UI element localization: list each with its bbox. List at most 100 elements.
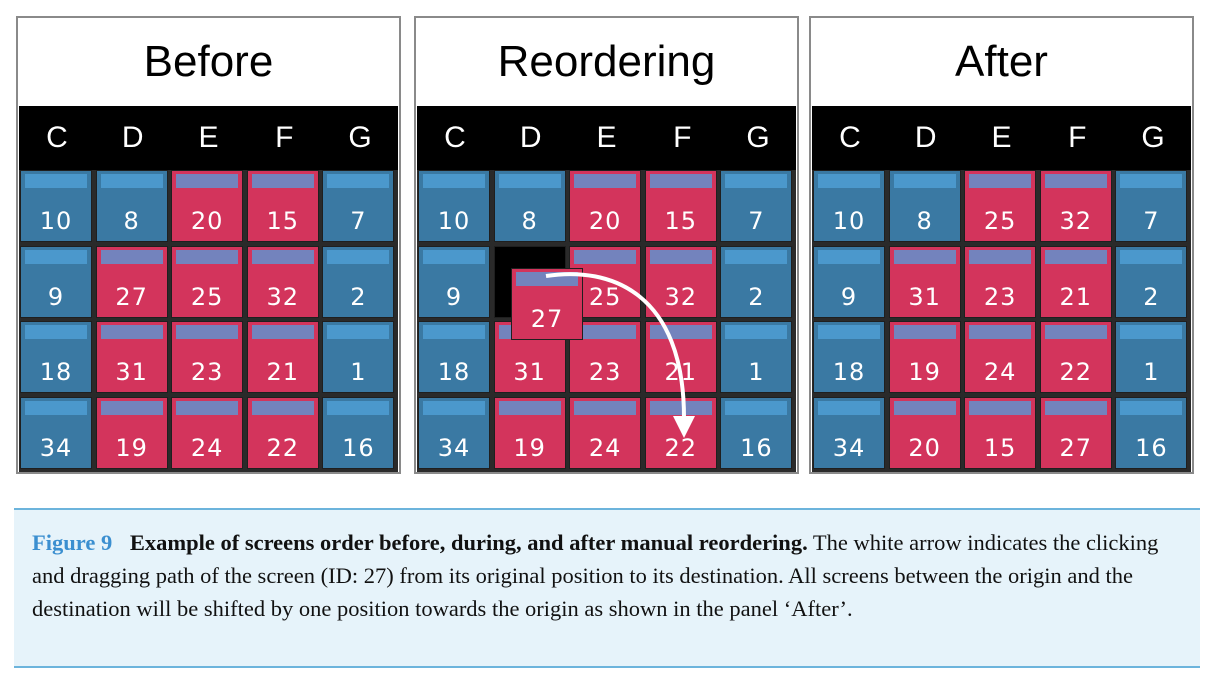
tile-id: 24	[190, 433, 224, 462]
tile-id: 9	[47, 282, 65, 311]
tile-top-bar	[498, 174, 561, 188]
tile-id: 20	[588, 207, 622, 235]
screen-tile[interactable]: 7	[322, 170, 395, 242]
screen-tile[interactable]: 9	[418, 245, 490, 318]
tile-id: 1	[350, 358, 367, 387]
screen-tile[interactable]: 10	[813, 170, 885, 242]
screen-tile[interactable]: 21	[246, 321, 319, 394]
tile-top-bar	[969, 249, 1032, 264]
screen-tile[interactable]: 2	[720, 245, 793, 318]
screen-tile[interactable]: 10	[20, 170, 92, 242]
tile-top-bar	[1120, 400, 1183, 415]
tile-top-bar	[725, 249, 788, 264]
screen-tile[interactable]: 15	[964, 396, 1037, 469]
screen-tile[interactable]: 24	[964, 321, 1037, 394]
screen-tile[interactable]: 20	[569, 170, 642, 242]
screen-tile[interactable]: 1	[720, 321, 793, 394]
screen-tile[interactable]: 31	[888, 245, 961, 318]
screen-tile[interactable]: 16	[322, 396, 395, 469]
tile-id: 21	[1059, 282, 1093, 311]
tile-top-bar	[327, 325, 390, 340]
tile-id: 10	[832, 207, 866, 235]
panel-title: Before	[143, 37, 274, 86]
column-label: E	[198, 121, 219, 154]
column-label: C	[444, 121, 466, 154]
tile-top-bar	[818, 400, 880, 415]
screen-tile[interactable]: 7	[720, 170, 793, 242]
tile-id: 19	[908, 358, 941, 387]
tile-id: 19	[513, 433, 546, 462]
screen-tile[interactable]: 8	[493, 170, 566, 242]
screen-tile[interactable]: 20	[888, 396, 961, 469]
tile-id: 2	[748, 282, 765, 311]
screen-tile[interactable]: 24	[171, 396, 244, 469]
tile-top-bar	[893, 174, 956, 188]
screen-tile[interactable]: 24	[569, 396, 642, 469]
screen-tile[interactable]: 31	[95, 321, 168, 394]
tile-id: 8	[123, 207, 140, 235]
tile-id: 21	[664, 358, 698, 387]
screen-tile[interactable]: 9	[20, 245, 92, 318]
tile-id: 19	[115, 433, 148, 462]
tile-id: 25	[190, 282, 224, 311]
screen-tile[interactable]: 20	[171, 170, 244, 242]
screen-tile[interactable]: 7	[1115, 170, 1188, 242]
column-header-row: C D E F G	[19, 106, 398, 170]
tile-top-bar	[1044, 249, 1107, 264]
screen-tile[interactable]: 2	[1115, 245, 1188, 318]
screen-tile[interactable]: 32	[644, 245, 717, 318]
screen-tile[interactable]: 19	[888, 321, 961, 394]
screen-tile[interactable]: 22	[246, 396, 319, 469]
screen-tile[interactable]: 34	[418, 396, 490, 469]
tile-top-bar	[100, 325, 163, 340]
screen-tile[interactable]: 2	[322, 245, 395, 318]
screen-tile[interactable]: 34	[813, 396, 885, 469]
column-label: F	[275, 121, 294, 154]
screen-tile[interactable]: 27	[95, 245, 168, 318]
screen-tile[interactable]: 9	[813, 245, 885, 318]
screen-tile[interactable]: 1	[322, 321, 395, 394]
screen-tile[interactable]: 19	[493, 396, 566, 469]
screen-tile[interactable]: 27	[1039, 396, 1112, 469]
screen-tile[interactable]: 8	[888, 170, 961, 242]
screen-tile[interactable]: 32	[1039, 170, 1112, 242]
tile-id: 32	[1059, 207, 1093, 235]
screen-tile[interactable]: 25	[171, 245, 244, 318]
tile-id: 32	[664, 282, 698, 311]
tile-top-bar	[893, 249, 956, 264]
screen-tile[interactable]: 15	[246, 170, 319, 242]
tile-top-bar	[725, 174, 788, 188]
screen-tile[interactable]: 22	[1039, 321, 1112, 394]
screen-tile[interactable]: 19	[95, 396, 168, 469]
screen-tile[interactable]: 1	[1115, 321, 1188, 394]
screen-tile[interactable]: 23	[964, 245, 1037, 318]
screen-tile[interactable]: 18	[813, 321, 885, 394]
tile-top-bar	[100, 400, 163, 415]
screen-tile[interactable]: 8	[95, 170, 168, 242]
screen-tile[interactable]: 23	[171, 321, 244, 394]
column-label: E	[991, 121, 1012, 154]
tile-id: 24	[983, 358, 1017, 387]
screen-tile[interactable]: 32	[246, 245, 319, 318]
dragged-screen-tile[interactable]: 27	[511, 268, 583, 340]
screen-tile[interactable]: 18	[20, 321, 92, 394]
screen-tile[interactable]: 18	[418, 321, 490, 394]
screen-tile[interactable]: 16	[1115, 396, 1188, 469]
tile-id: 10	[437, 207, 471, 235]
screen-tile[interactable]: 15	[644, 170, 717, 242]
screen-tile[interactable]: 34	[20, 396, 92, 469]
column-label: D	[519, 121, 542, 154]
tile-top-bar	[423, 325, 485, 340]
screen-tile[interactable]: 21	[1039, 245, 1112, 318]
screen-tile[interactable]: 21	[644, 321, 717, 394]
tile-id: 18	[39, 358, 73, 387]
tile-top-bar	[251, 174, 314, 188]
screen-tile[interactable]: 10	[418, 170, 490, 242]
tile-id: 34	[437, 433, 471, 462]
screen-tile[interactable]: 16	[720, 396, 793, 469]
screen-tile[interactable]: 25	[964, 170, 1037, 242]
tile-top-bar	[818, 325, 880, 340]
tile-top-bar	[25, 325, 87, 340]
screen-tile[interactable]: 22	[644, 396, 717, 469]
tile-id: 16	[1135, 433, 1168, 462]
